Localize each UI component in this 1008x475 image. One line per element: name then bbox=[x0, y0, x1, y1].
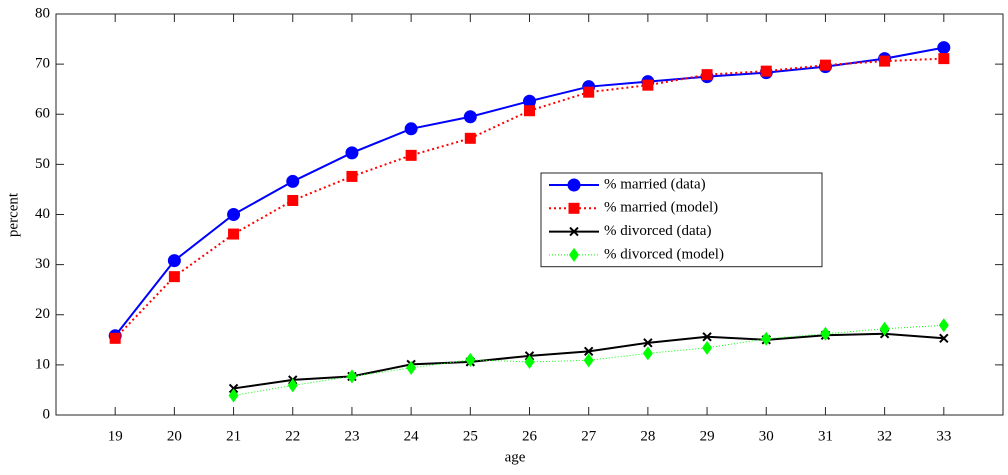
legend-marker bbox=[569, 226, 579, 237]
legend-label: % divorced (model) bbox=[604, 246, 724, 262]
marker bbox=[167, 254, 181, 268]
marker bbox=[938, 53, 950, 65]
marker bbox=[405, 149, 417, 161]
marker bbox=[524, 354, 535, 369]
marker bbox=[642, 79, 654, 91]
x-tick-label: 33 bbox=[936, 428, 951, 444]
marker bbox=[228, 383, 239, 394]
marker bbox=[168, 271, 180, 283]
marker bbox=[109, 332, 121, 344]
y-tick-label: 50 bbox=[35, 156, 50, 172]
legend-label: % married (model) bbox=[604, 200, 718, 216]
y-tick-label: 20 bbox=[35, 306, 50, 322]
legend-box bbox=[540, 172, 823, 268]
y-tick-label: 30 bbox=[35, 256, 50, 272]
y-tick-label: 60 bbox=[35, 106, 50, 122]
x-tick-label: 27 bbox=[581, 428, 597, 444]
marker bbox=[820, 326, 831, 341]
marker bbox=[583, 353, 594, 368]
legend-marker bbox=[567, 178, 581, 192]
x-tick-label: 26 bbox=[522, 428, 538, 444]
marker bbox=[879, 55, 891, 67]
marker bbox=[345, 146, 359, 160]
marker bbox=[404, 122, 418, 136]
marker bbox=[702, 332, 712, 342]
marker bbox=[287, 378, 298, 393]
x-tick-label: 22 bbox=[285, 428, 300, 444]
marker bbox=[346, 170, 358, 182]
y-tick-label: 10 bbox=[35, 356, 50, 372]
marker bbox=[701, 69, 713, 81]
marker bbox=[286, 174, 300, 188]
marker bbox=[346, 369, 357, 384]
marker bbox=[702, 340, 713, 355]
marker bbox=[524, 105, 535, 117]
x-tick-label: 32 bbox=[877, 428, 892, 444]
x-tick-label: 23 bbox=[344, 428, 359, 444]
marker bbox=[937, 41, 951, 55]
x-tick-label: 19 bbox=[108, 428, 123, 444]
y-axis-label: percent bbox=[5, 192, 21, 237]
marker bbox=[464, 132, 476, 144]
marker bbox=[406, 360, 417, 375]
x-axis-label: age bbox=[505, 449, 526, 465]
y-tick-label: 70 bbox=[35, 56, 50, 72]
marker bbox=[228, 388, 239, 403]
x-tick-label: 24 bbox=[404, 428, 420, 444]
x-tick-label: 31 bbox=[818, 428, 833, 444]
marker bbox=[228, 228, 240, 240]
marker bbox=[583, 346, 594, 357]
y-tick-label: 0 bbox=[43, 406, 51, 422]
marker bbox=[938, 318, 949, 333]
marker bbox=[879, 321, 890, 336]
marker bbox=[761, 331, 772, 346]
marker bbox=[760, 65, 772, 77]
y-tick-label: 40 bbox=[35, 206, 50, 222]
x-tick-label: 25 bbox=[463, 428, 478, 444]
legend-marker bbox=[569, 247, 579, 262]
x-tick-label: 20 bbox=[167, 428, 182, 444]
marker bbox=[463, 110, 477, 124]
marker bbox=[819, 59, 831, 71]
marker bbox=[643, 338, 653, 348]
marker bbox=[287, 194, 299, 206]
legend: % married (data) % married (model) % divor… bbox=[540, 172, 823, 268]
legend-label: % divorced (data) bbox=[604, 223, 711, 239]
x-tick-label: 30 bbox=[759, 428, 774, 444]
legend-marker bbox=[568, 202, 580, 214]
marker bbox=[642, 346, 653, 361]
x-tick-label: 21 bbox=[226, 428, 241, 444]
marker bbox=[583, 86, 595, 98]
x-tick-label: 28 bbox=[640, 428, 655, 444]
x-tick-label: 29 bbox=[700, 428, 715, 444]
y-tick-label: 80 bbox=[35, 5, 50, 21]
marker bbox=[465, 352, 476, 367]
legend-label: % married (data) bbox=[604, 176, 706, 192]
marker bbox=[939, 333, 949, 344]
marker bbox=[227, 208, 241, 221]
